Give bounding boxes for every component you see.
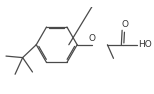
Text: O: O	[121, 20, 128, 29]
Text: O: O	[89, 34, 96, 43]
Text: HO: HO	[138, 40, 152, 49]
